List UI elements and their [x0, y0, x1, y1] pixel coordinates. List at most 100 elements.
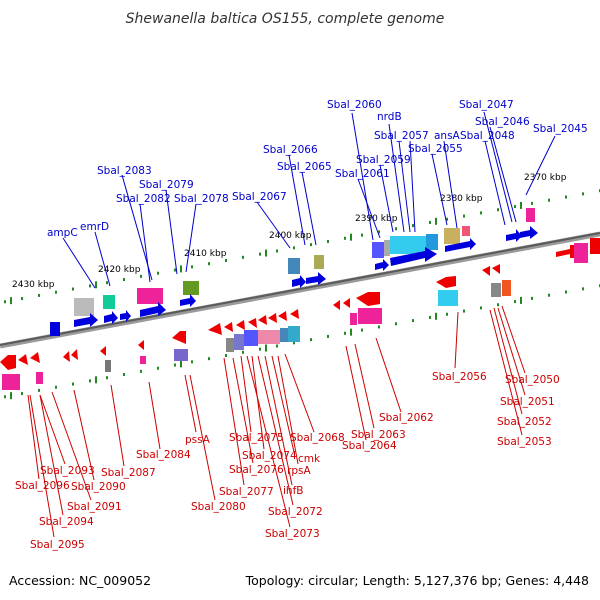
gene-label: rpsA [287, 465, 311, 477]
gene-box [50, 322, 60, 336]
gene-label: Sbal_2084 [136, 449, 191, 461]
tick-major [10, 297, 12, 305]
gene-label: Sbal_2094 [39, 516, 94, 528]
gene-box [140, 356, 146, 364]
tick-dot [582, 287, 584, 291]
gene-box [350, 313, 357, 325]
gene-arrow [180, 294, 196, 307]
gene-box [426, 234, 438, 250]
tick-major [10, 392, 12, 400]
tick-dot [89, 379, 91, 383]
tick-dot [565, 290, 567, 294]
tick-major [435, 312, 437, 320]
tick-major [435, 217, 437, 225]
gene-box [36, 372, 43, 384]
gene-label: Sbal_2087 [101, 467, 156, 479]
gene-label: Sbal_2096 [15, 480, 70, 492]
gene-label: Sbal_2073 [265, 528, 320, 540]
gene-arrow [224, 322, 233, 332]
gene-label: Sbal_2051 [500, 396, 555, 408]
gene-box [372, 242, 384, 258]
gene-box [438, 290, 458, 306]
gene-label: Sbal_2068 [290, 432, 345, 444]
tick-dot [480, 211, 482, 215]
gene-arrow [236, 320, 245, 330]
gene-arrow [356, 292, 380, 306]
tick-dot [191, 360, 193, 364]
tick-dot [412, 224, 414, 228]
gene-arrow [172, 331, 186, 344]
tick-dot [174, 268, 176, 272]
tick-major [350, 328, 352, 336]
tick-dot [395, 227, 397, 231]
tick-dot [276, 249, 278, 253]
tick-dot [565, 195, 567, 199]
gene-arrow [63, 351, 70, 362]
tick-dot [463, 309, 465, 313]
gene-arrow [120, 310, 131, 322]
gene-arrow [482, 266, 490, 276]
gene-box [226, 338, 234, 352]
tick-dot [531, 201, 533, 205]
gene-box [574, 243, 588, 263]
gene-box [280, 328, 288, 342]
tick-dot [344, 331, 346, 335]
gene-arrow [520, 226, 538, 239]
gene-label: Sbal_2075 [229, 432, 284, 444]
gene-label: Sbal_2055 [408, 143, 463, 155]
tick-dot [38, 293, 40, 297]
tick-dot [208, 357, 210, 361]
tick-dot [123, 278, 125, 282]
gene-box [137, 288, 163, 304]
gene-arrow [556, 245, 576, 258]
tick-dot [497, 208, 499, 212]
gene-arrow [390, 247, 437, 266]
gene-label: Sbal_2091 [67, 501, 122, 513]
gene-box [2, 374, 20, 390]
gene-arrow [30, 352, 40, 363]
gene-label: pssA [185, 434, 211, 446]
tick-dot [361, 233, 363, 237]
gene-label: Sbal_2057 [374, 130, 429, 142]
forward-strand-genes [50, 208, 538, 336]
tick-dot [548, 293, 550, 297]
gene-arrow [292, 275, 306, 288]
tick-dot [429, 315, 431, 319]
tick-dot [582, 192, 584, 196]
gene-arrow [100, 346, 106, 356]
gene-label: Sbal_2045 [533, 123, 588, 135]
tick-dot [310, 243, 312, 247]
tick-dot [225, 259, 227, 262]
gene-label: Sbal_2066 [263, 144, 318, 156]
gene-arrow [375, 259, 389, 271]
tick-dot [4, 395, 6, 399]
gene-label: Sbal_2059 [356, 154, 411, 166]
gene-label: emrD [80, 221, 109, 233]
tick-dot [259, 252, 261, 256]
tick-dot [446, 312, 448, 316]
gene-label: Sbal_2090 [71, 481, 126, 493]
tick-dot [72, 382, 74, 386]
tick-dot [21, 392, 23, 396]
tick-major [95, 281, 97, 289]
gene-box [590, 238, 600, 254]
tick-dot [106, 376, 108, 380]
gene-box [444, 228, 460, 244]
gene-arrow [0, 355, 16, 370]
gene-arrow [248, 318, 257, 328]
gene-arrow [18, 354, 28, 365]
reverse-strand-genes [0, 238, 600, 390]
tick-major [180, 360, 182, 368]
gene-box [314, 255, 324, 269]
forward-callouts [62, 111, 556, 289]
gene-arrow [140, 302, 166, 317]
gene-label: Sbal_2047 [459, 99, 514, 111]
tick-dot [548, 198, 550, 202]
tick-dot [446, 217, 448, 221]
gene-label: Sbal_2061 [335, 168, 390, 180]
tick-dot [514, 205, 516, 209]
gene-arrow [208, 323, 222, 335]
map-title: Shewanella baltica OS155, complete genom… [126, 11, 445, 27]
gene-label: Sbal_2056 [432, 371, 487, 383]
tick-major [520, 201, 522, 209]
